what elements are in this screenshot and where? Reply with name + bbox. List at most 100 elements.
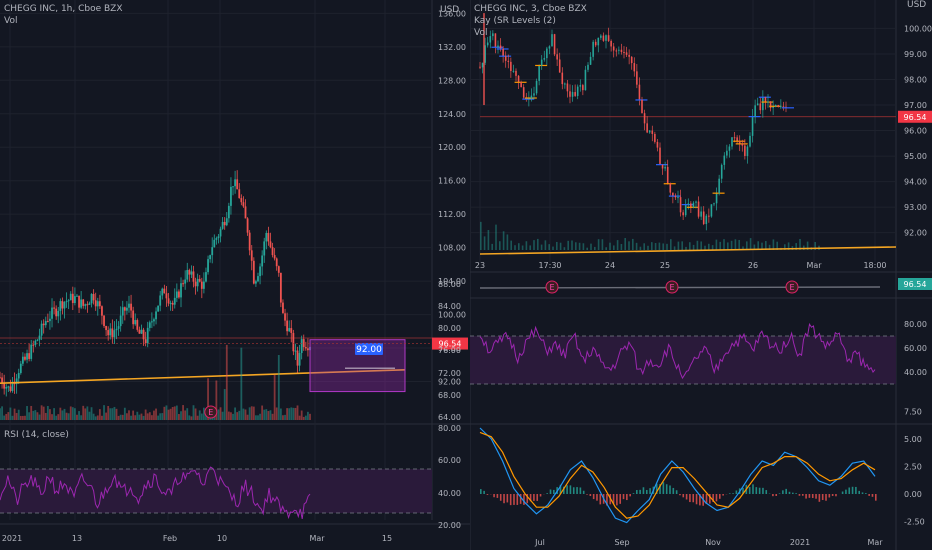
left-candle-body — [34, 340, 37, 345]
right-macd-histogram-bar — [845, 489, 847, 494]
left-volume-bar — [273, 374, 276, 420]
right-volume-bar — [689, 242, 691, 250]
left-volume-bar — [150, 415, 153, 420]
right-bottom-x-tick: Sep — [614, 538, 629, 547]
right-chart-panel[interactable]: 92.00 93.00 94.00 95.00 96.00 97.00 98.00 99.00… — [470, 0, 932, 550]
left-candle-body — [113, 330, 116, 338]
left-price-label: 96.54 — [439, 340, 462, 349]
right-macd-histogram-bar — [818, 494, 821, 502]
right-macd-histogram-bar — [778, 493, 781, 494]
right-candle-body — [664, 166, 666, 169]
left-volume-bar — [161, 413, 164, 420]
left-volume-bar — [290, 407, 293, 420]
left-volume-bar — [169, 408, 172, 420]
left-volume-bar — [215, 380, 218, 420]
right-candle-body — [643, 113, 646, 124]
right-candle-body — [764, 97, 767, 103]
right-candle-body — [746, 146, 749, 156]
right-macd-histogram-bar — [496, 494, 499, 498]
right-macd-histogram-bar — [572, 487, 575, 494]
left-volume-bar — [242, 408, 245, 420]
left-candle-body — [180, 283, 182, 298]
right-y-tick-label: 99.00 — [904, 50, 927, 59]
left-candle-body — [307, 348, 309, 351]
left-volume-bar — [96, 415, 99, 420]
right-volume-bar — [696, 240, 699, 250]
left-chart-panel[interactable]: 92.0096.00100.00104.00108.00112.00116.00… — [0, 0, 470, 550]
right-macd-histogram-bar — [695, 494, 698, 505]
left-candle-body — [163, 288, 166, 294]
right-candle-body — [751, 116, 754, 136]
right-rsi-band — [470, 336, 896, 384]
left-volume-bar — [178, 414, 180, 420]
right-macd-tick: -2.50 — [904, 518, 925, 527]
left-volume-bar — [227, 411, 230, 420]
left-volume-bar — [55, 415, 58, 420]
right-macd-histogram-bar — [811, 494, 814, 499]
left-candle-body — [26, 353, 28, 360]
right-candle-body — [726, 150, 728, 156]
right-macd-histogram-bar — [645, 489, 648, 494]
right-macd-histogram-bar — [639, 489, 641, 494]
left-lower-axis-tick: 76.00 — [438, 346, 461, 355]
right-x-tick-label: 18:00 — [863, 261, 886, 270]
left-volume-bar — [3, 415, 6, 420]
left-candle-body — [263, 241, 266, 256]
left-candle-body — [82, 299, 85, 306]
right-x-tick-label: 23 — [475, 261, 485, 270]
left-candle-body — [136, 320, 139, 330]
left-candle-body — [184, 279, 187, 284]
left-candle-body — [265, 232, 268, 242]
right-macd-histogram-bar — [636, 490, 638, 494]
right-macd-histogram-bar — [566, 485, 568, 494]
right-candle-body — [574, 92, 576, 96]
right-volume-bar — [647, 245, 649, 250]
left-candle-body — [292, 332, 295, 352]
left-volume-bar — [90, 407, 93, 420]
left-candle-body — [223, 221, 226, 226]
left-volume-bar — [148, 412, 151, 420]
left-volume-bar — [230, 412, 232, 420]
right-y-tick-label: 97.00 — [904, 101, 927, 110]
left-candle-body — [90, 293, 93, 304]
left-candle-body — [11, 381, 14, 391]
right-candle-body — [504, 56, 507, 61]
right-macd-histogram-bar — [626, 494, 628, 501]
right-bottom-x-tick: Nov — [705, 538, 721, 547]
left-candle-body — [109, 328, 112, 336]
left-candle-body — [290, 328, 293, 333]
right-volume-bar — [768, 244, 771, 250]
right-macd-histogram-bar — [715, 494, 718, 502]
right-volume-bar — [730, 240, 733, 250]
right-candle-body — [582, 85, 584, 91]
right-volume-bar — [799, 238, 801, 250]
right-volume-bar — [795, 243, 797, 250]
left-volume-bar — [67, 413, 70, 420]
right-candle-body — [638, 84, 641, 100]
right-candle-body — [700, 211, 702, 217]
right-volume-bar — [533, 240, 535, 250]
left-volume-bar — [13, 408, 16, 420]
left-volume-bar — [263, 409, 266, 420]
left-volume-bar — [46, 405, 49, 420]
right-macd-histogram-bar — [788, 491, 791, 494]
right-candle-body — [576, 86, 579, 96]
right-candle-body — [553, 34, 556, 55]
right-macd-histogram-bar — [772, 494, 774, 497]
right-candle-body — [687, 203, 690, 205]
left-candle-body — [215, 238, 218, 240]
right-candle-body — [556, 54, 558, 60]
right-volume-bar — [708, 243, 710, 250]
left-candle-body — [252, 260, 255, 284]
right-candle-body — [636, 71, 638, 85]
right-macd-histogram-bar — [699, 494, 701, 506]
right-volume-bar — [563, 247, 566, 250]
right-earnings-label: E — [669, 283, 674, 292]
left-candle-body — [67, 300, 70, 302]
right-volume-bar — [537, 238, 539, 250]
right-macd-histogram-bar — [665, 484, 668, 494]
left-volume-bar — [109, 408, 112, 420]
left-volume-bar — [257, 415, 259, 420]
right-macd-histogram-bar — [586, 494, 588, 495]
right-volume-bar — [525, 241, 528, 250]
